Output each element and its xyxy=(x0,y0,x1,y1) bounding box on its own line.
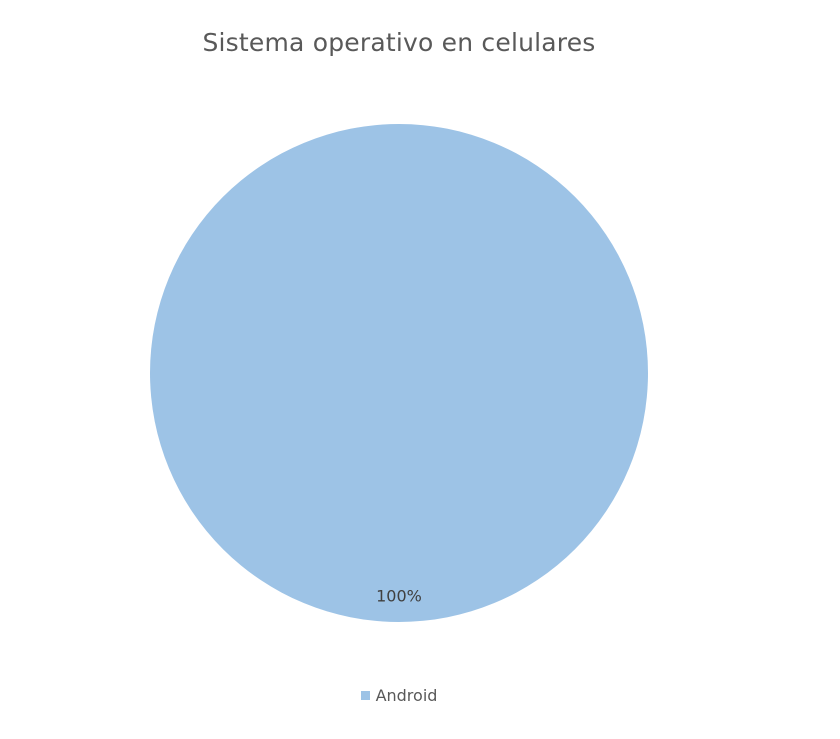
legend-entry-android: Android xyxy=(360,686,438,705)
legend: Android xyxy=(0,686,798,705)
pie-slices xyxy=(150,124,648,622)
legend-swatch xyxy=(360,691,370,700)
chart-title: Sistema operativo en celulares xyxy=(202,28,596,57)
legend-entries: Android xyxy=(360,686,438,705)
data-label-android: 100% xyxy=(376,587,422,606)
pie-slice-android xyxy=(150,124,648,622)
legend-label: Android xyxy=(375,686,438,705)
pie-data-labels: 100% xyxy=(376,587,422,606)
